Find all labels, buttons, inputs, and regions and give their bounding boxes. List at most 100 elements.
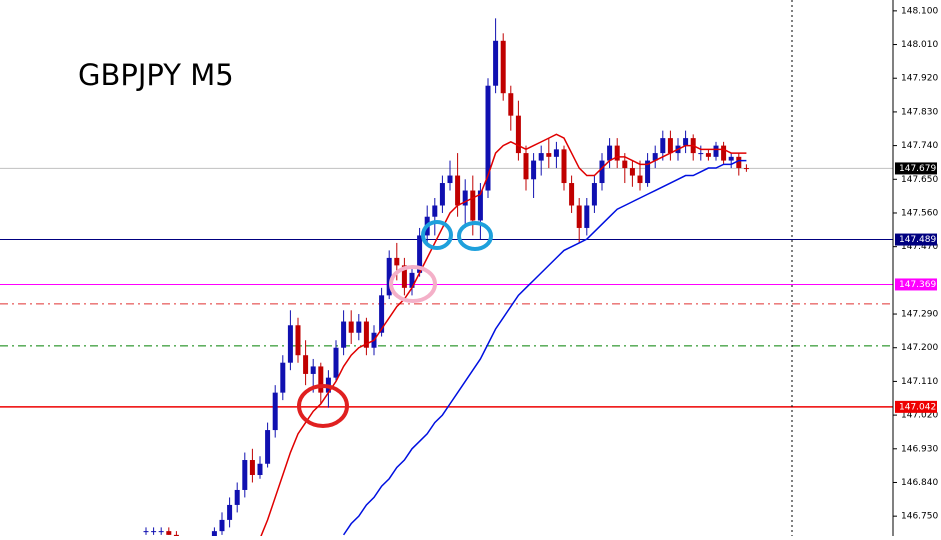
candle-body [439, 183, 445, 206]
candle-body [743, 168, 749, 170]
candle-body [348, 321, 354, 333]
moving-average [342, 159, 747, 536]
candle-body [386, 257, 392, 296]
candle-body [303, 355, 309, 374]
candle-body [652, 153, 658, 161]
candle-body [257, 463, 263, 475]
y-tick-label: 147.290 [901, 310, 938, 320]
candle-body [227, 504, 233, 520]
candle-body [265, 430, 271, 464]
candle-body [728, 156, 734, 161]
candle-body [280, 362, 286, 393]
highlight-circle [421, 220, 453, 250]
candle-body [158, 531, 164, 533]
chart-title: GBPJPY M5 [78, 58, 234, 92]
price-label: 147.489 [899, 235, 936, 245]
candle-body [310, 366, 316, 374]
candle-body [538, 153, 544, 161]
candle-body [318, 366, 324, 393]
candle-body [599, 160, 605, 184]
y-tick-label: 147.200 [901, 343, 938, 353]
y-tick-label: 147.650 [901, 175, 938, 185]
candle-body [591, 183, 597, 206]
candle-body [219, 519, 225, 532]
candle-body [485, 85, 491, 191]
candle-body [576, 205, 582, 228]
candle-body [705, 153, 711, 157]
candle-body [553, 149, 559, 157]
candle-body [272, 392, 278, 431]
candle-body [166, 531, 172, 535]
candle-body [561, 149, 567, 184]
y-tick-label: 148.010 [901, 40, 938, 50]
candle-body [637, 175, 643, 184]
candle-body [242, 460, 248, 490]
candle-body [143, 531, 149, 533]
candle-body [546, 153, 552, 157]
candle-body [515, 115, 521, 154]
candle-body [493, 40, 499, 86]
candle-body [379, 295, 385, 333]
y-tick-label: 147.830 [901, 107, 938, 117]
candle-body [287, 325, 293, 363]
price-label-bg [895, 233, 937, 246]
candle-body [470, 190, 476, 221]
y-tick-label: 146.750 [901, 512, 938, 522]
candle-body [660, 138, 666, 154]
price-label: 147.042 [899, 402, 936, 412]
y-tick-label: 147.920 [901, 74, 938, 84]
price-label-bg [895, 162, 937, 175]
candle-body [409, 272, 415, 288]
candle-body [151, 531, 157, 533]
candle-body [333, 347, 339, 378]
current-price-label: 147.679 [899, 164, 936, 174]
candle-body [569, 183, 575, 206]
candle-body [234, 489, 240, 505]
candle-body [645, 160, 651, 184]
y-tick-label: 146.930 [901, 444, 938, 454]
candle-body [341, 321, 347, 348]
candle-body [173, 534, 179, 536]
y-tick-label: 148.100 [901, 6, 938, 16]
price-label-bg [895, 278, 937, 291]
candle-body [683, 138, 689, 146]
candle-body [447, 175, 453, 184]
candle-body [394, 257, 400, 266]
plot-area [0, 18, 893, 536]
candle-body [363, 321, 369, 348]
candle-body [614, 145, 620, 161]
candle-body [584, 205, 590, 228]
highlight-circle [297, 384, 349, 428]
candle-body [607, 145, 613, 161]
candle-body [629, 168, 635, 176]
y-tick-label: 147.470 [901, 242, 938, 252]
candle-body [531, 160, 537, 180]
candle-body [477, 190, 483, 221]
price-label: 147.369 [899, 280, 936, 290]
candle-body [455, 175, 461, 206]
y-tick-label: 147.740 [901, 141, 938, 151]
candle-body [401, 265, 407, 288]
y-tick-label: 147.110 [901, 377, 938, 387]
candle-body [249, 460, 255, 475]
candle-body [432, 205, 438, 217]
candle-body [736, 156, 742, 169]
candle-body [462, 190, 468, 206]
annotations [297, 220, 493, 428]
candle-body [295, 325, 301, 356]
moving-average [260, 133, 747, 536]
candle-body [523, 153, 529, 180]
candle-body [500, 40, 506, 94]
y-tick-label: 147.560 [901, 208, 938, 218]
price-label-bg [895, 400, 937, 413]
highlight-circle [389, 265, 437, 303]
price-axis: 148.100 148.010 147.920 147.830 147.740 147.6… [893, 6, 938, 522]
candle-body [356, 321, 362, 333]
candle-body [713, 145, 719, 157]
y-tick-label: 147.020 [901, 411, 938, 421]
candle-body [508, 93, 514, 116]
highlight-circle [457, 221, 493, 251]
candle-body [698, 153, 704, 155]
